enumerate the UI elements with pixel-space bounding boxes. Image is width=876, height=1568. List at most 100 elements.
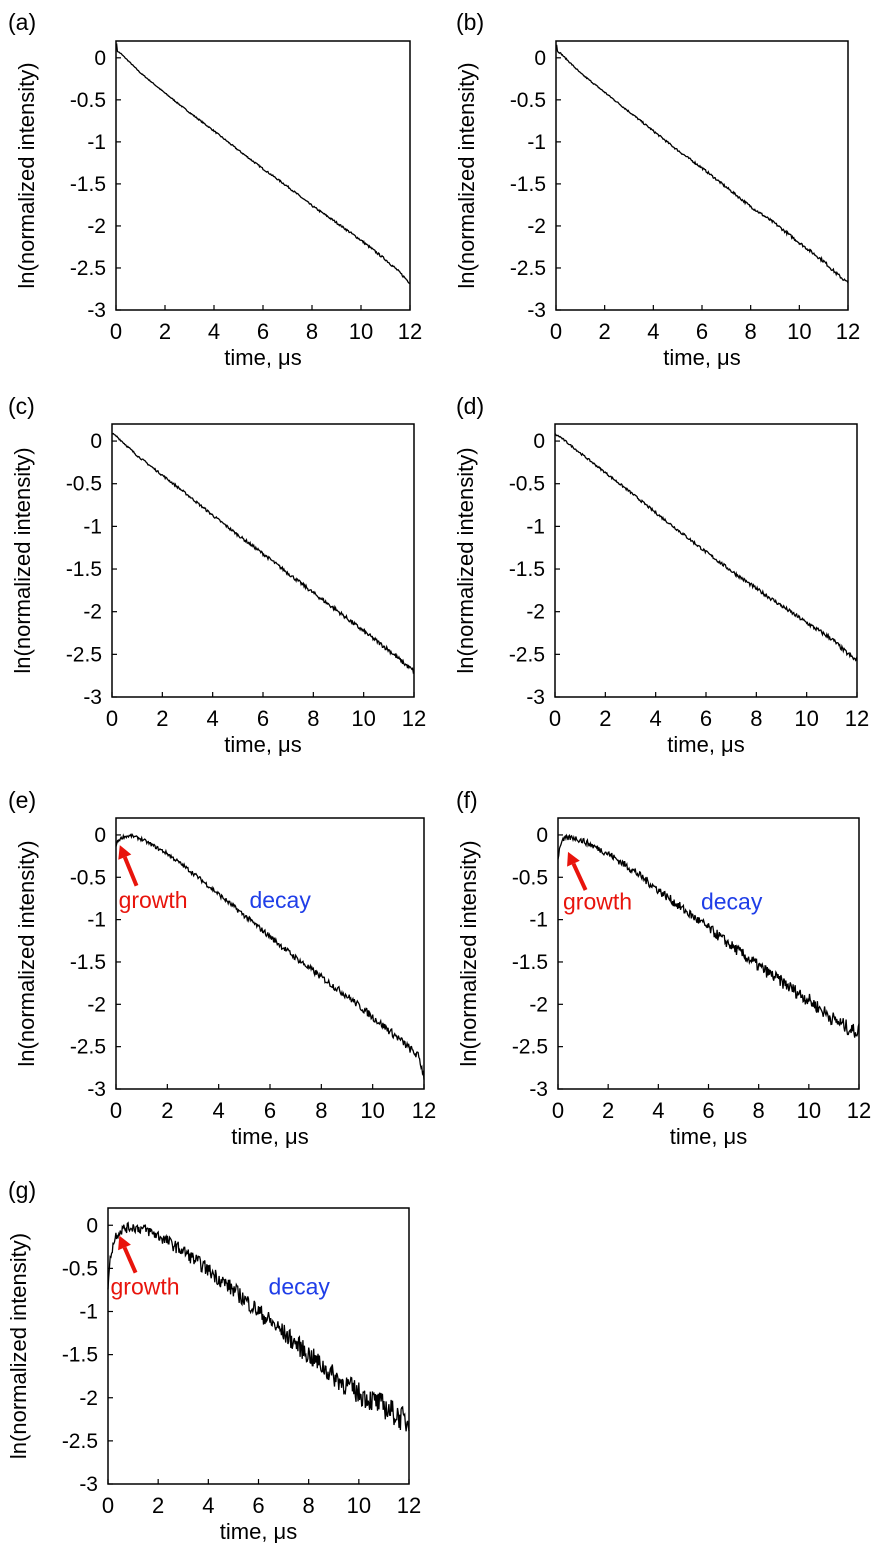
y-axis-title: ln(normalized intensity) <box>6 1233 31 1459</box>
y-tick-label: -1 <box>79 1301 98 1324</box>
y-tick-label: -3 <box>83 686 102 709</box>
y-tick-label: -3 <box>87 299 106 322</box>
x-tick-label: 6 <box>702 1098 714 1123</box>
x-axis-title: time, μs <box>224 732 301 757</box>
x-tick-label: 8 <box>315 1098 327 1123</box>
series-line-0 <box>557 833 860 1038</box>
y-tick-label: 0 <box>534 47 546 70</box>
y-tick-label: 0 <box>536 824 548 847</box>
y-tick-label: -1.5 <box>66 558 102 581</box>
growth-arrow-head <box>567 851 580 867</box>
y-tick-label: -0.5 <box>510 89 546 112</box>
y-tick-label: -1.5 <box>512 951 548 974</box>
x-axis-title: time, μs <box>670 1124 747 1149</box>
x-tick-label: 8 <box>303 1493 315 1518</box>
y-tick-label: -1.5 <box>70 173 106 196</box>
y-tick-label: -2 <box>79 1387 98 1410</box>
y-tick-label: -2.5 <box>509 643 545 666</box>
y-tick-label: -1.5 <box>510 173 546 196</box>
x-tick-label: 2 <box>602 1098 614 1123</box>
panel-label: (e) <box>8 787 36 813</box>
x-tick-label: 12 <box>398 319 422 344</box>
annotation-decay: decay <box>249 887 311 913</box>
y-tick-label: -2.5 <box>70 1036 106 1059</box>
y-tick-label: -2 <box>87 993 106 1016</box>
plot-frame <box>115 817 425 1090</box>
x-tick-label: 8 <box>750 706 762 731</box>
y-tick-label: -0.5 <box>509 473 545 496</box>
y-tick-label: -1.5 <box>62 1344 98 1367</box>
y-tick-label: -0.5 <box>70 866 106 889</box>
y-tick-label: -3 <box>526 686 545 709</box>
x-axis-title: time, μs <box>663 345 740 370</box>
y-axis-title: ln(normalized intensity) <box>14 62 39 288</box>
x-tick-label: 10 <box>351 706 375 731</box>
x-tick-label: 12 <box>402 706 426 731</box>
plot-frame <box>115 40 411 311</box>
x-tick-label: 0 <box>102 1493 114 1518</box>
x-tick-label: 6 <box>252 1493 264 1518</box>
x-tick-label: 8 <box>753 1098 765 1123</box>
growth-arrow <box>122 856 139 887</box>
x-tick-label: 10 <box>349 319 373 344</box>
x-tick-label: 0 <box>552 1098 564 1123</box>
y-tick-label: -2.5 <box>70 257 106 280</box>
x-tick-label: 4 <box>213 1098 225 1123</box>
series-line-0 <box>107 1221 410 1432</box>
panel-label: (b) <box>456 9 484 35</box>
y-tick-label: 0 <box>94 47 106 70</box>
x-tick-label: 0 <box>549 706 561 731</box>
x-tick-label: 4 <box>202 1493 214 1518</box>
x-tick-label: 10 <box>787 319 811 344</box>
x-tick-label: 8 <box>306 319 318 344</box>
y-tick-label: -1 <box>529 909 548 932</box>
y-tick-label: 0 <box>86 1214 98 1237</box>
plot-frame <box>111 423 415 698</box>
x-tick-label: 4 <box>208 319 220 344</box>
x-tick-label: 6 <box>257 706 269 731</box>
x-tick-label: 4 <box>207 706 219 731</box>
x-tick-label: 6 <box>700 706 712 731</box>
series-line-0 <box>554 433 858 662</box>
annotation-decay: decay <box>269 1273 331 1299</box>
y-tick-label: -1 <box>526 515 545 538</box>
growth-arrow-head <box>118 1235 131 1251</box>
annotation-growth: growth <box>119 887 188 913</box>
y-tick-label: 0 <box>90 430 102 453</box>
series-line-0 <box>115 832 425 1080</box>
y-tick-label: -1 <box>83 515 102 538</box>
plot-frame <box>555 40 849 311</box>
y-tick-label: -3 <box>87 1078 106 1101</box>
y-tick-label: -1.5 <box>509 558 545 581</box>
y-tick-label: -2.5 <box>62 1430 98 1453</box>
y-tick-label: 0 <box>533 430 545 453</box>
x-tick-label: 0 <box>106 706 118 731</box>
x-axis-title: time, μs <box>667 732 744 757</box>
x-axis-title: time, μs <box>231 1124 308 1149</box>
x-tick-label: 0 <box>110 1098 122 1123</box>
x-axis-title: time, μs <box>224 345 301 370</box>
x-tick-label: 10 <box>347 1493 371 1518</box>
x-tick-label: 2 <box>161 1098 173 1123</box>
series-line-0 <box>115 43 411 285</box>
x-tick-label: 10 <box>360 1098 384 1123</box>
plot-frame <box>557 817 860 1090</box>
growth-arrow <box>122 1246 138 1274</box>
annotation-decay: decay <box>701 888 763 914</box>
x-tick-label: 12 <box>412 1098 436 1123</box>
x-tick-label: 0 <box>110 319 122 344</box>
y-tick-label: -2 <box>527 215 546 238</box>
x-axis-title: time, μs <box>220 1519 297 1544</box>
y-tick-label: -0.5 <box>70 89 106 112</box>
y-tick-label: -2 <box>529 993 548 1016</box>
y-tick-label: -1 <box>87 131 106 154</box>
x-tick-label: 2 <box>152 1493 164 1518</box>
y-tick-label: -1.5 <box>70 951 106 974</box>
x-tick-label: 4 <box>647 319 659 344</box>
